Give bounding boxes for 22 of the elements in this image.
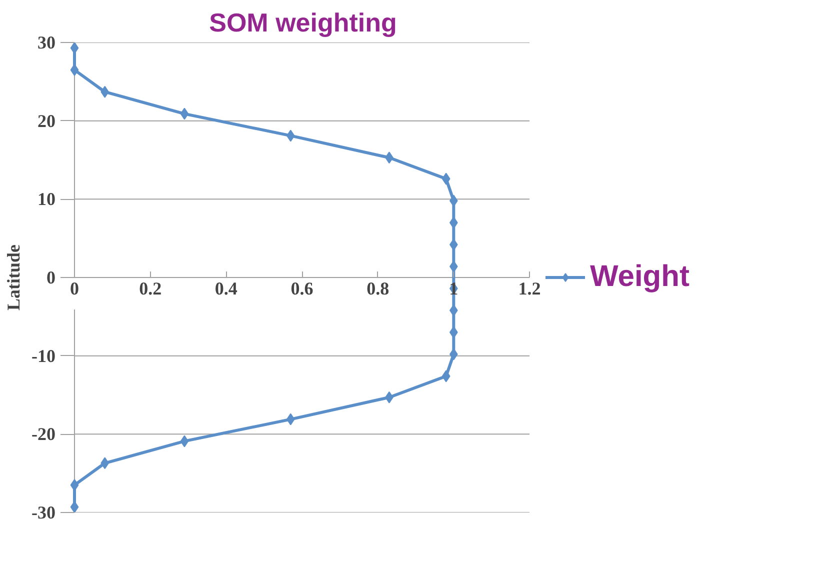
x-tick-label: 1 [449,278,458,298]
point [442,172,450,185]
legend-label: Weight [590,260,690,294]
x-tick-label: 0.2 [139,278,162,298]
x-tick-label: 0 [70,278,79,298]
x-tick-label: 0.4 [214,278,238,298]
x-tick-label: 0.8 [366,278,390,298]
x-tick-label: 0.6 [290,278,314,298]
y-tick-label: -20 [32,424,56,444]
y-tick-label: 10 [38,189,56,210]
x-tick-label: 1.2 [518,278,541,298]
point [286,413,295,426]
y-tick-label: -10 [32,346,56,366]
point [286,130,295,142]
point [180,435,189,448]
y-tick-label: 20 [38,110,56,131]
chart-title: SOM weighting [209,8,397,38]
point [180,108,189,120]
point [442,370,450,382]
y-tick-label: 30 [38,32,56,52]
y-tick-label: -30 [32,502,56,522]
y-axis-title: Latitude [4,244,24,311]
